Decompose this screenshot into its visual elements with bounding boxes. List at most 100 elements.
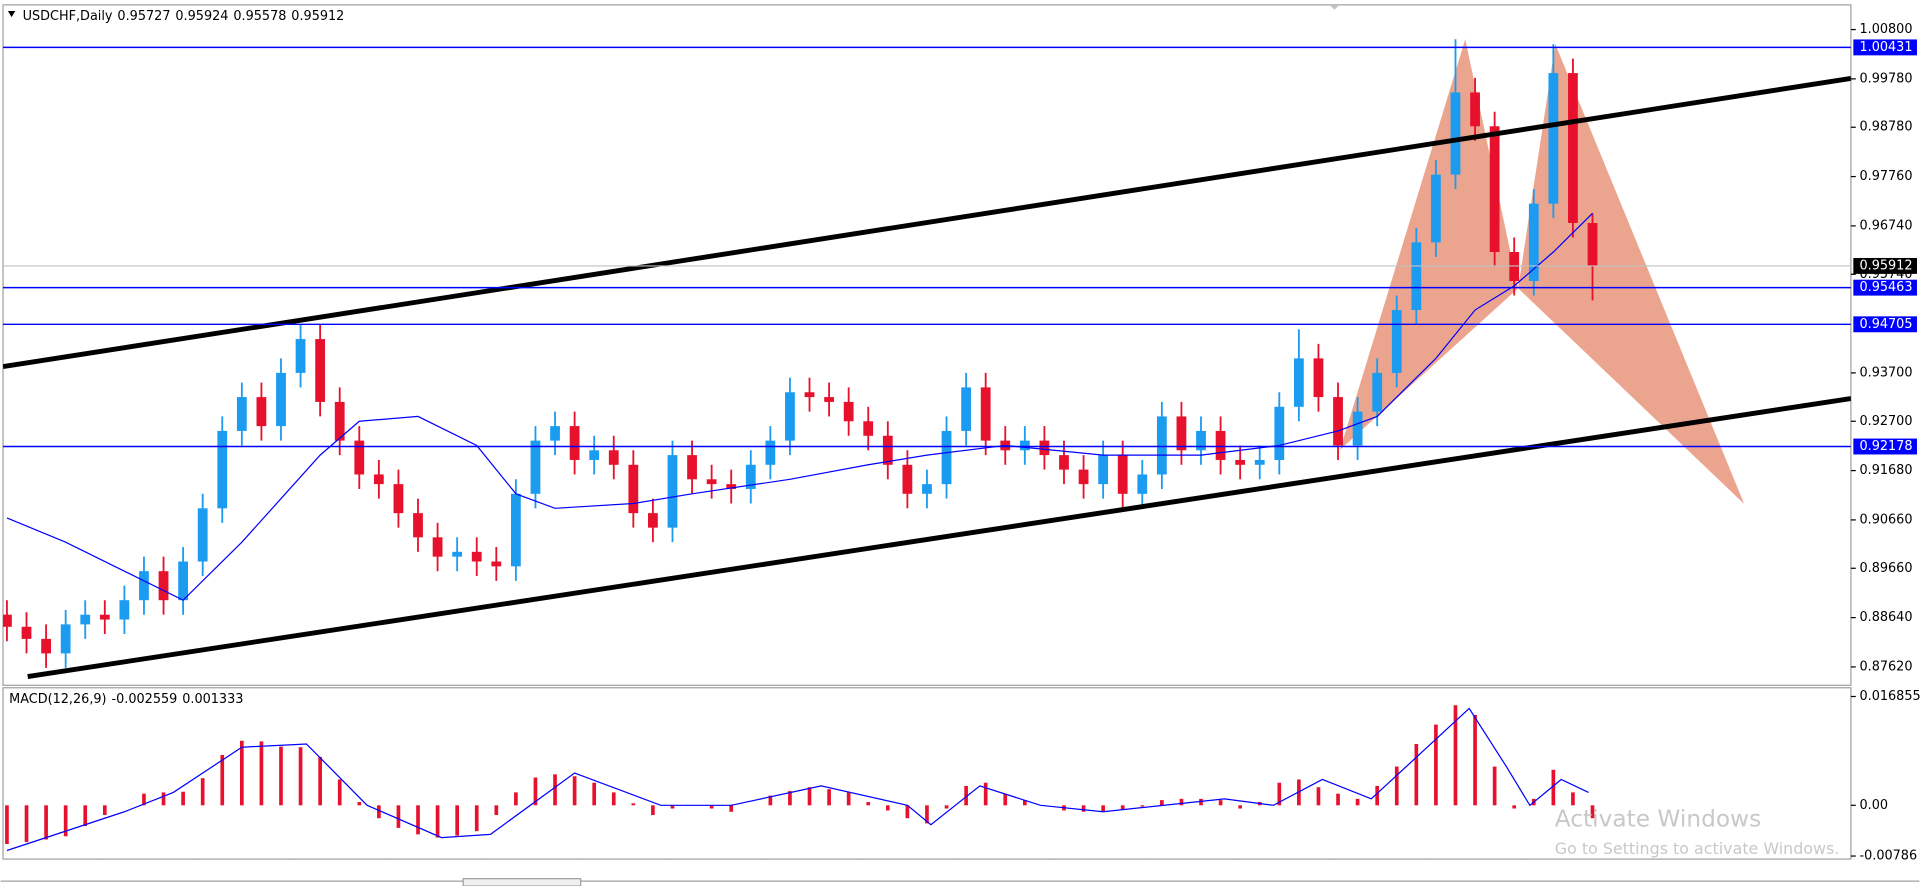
macd-bar (905, 805, 910, 819)
y-tick-label: 0.92700 (1859, 414, 1912, 429)
candle-body (1391, 310, 1402, 373)
last-price-label: 0.95912 (1859, 258, 1912, 273)
plot-area (3, 39, 1851, 680)
candle-body (1215, 430, 1226, 460)
candle-body (256, 397, 267, 427)
candle-body (804, 392, 815, 398)
macd-bar (670, 805, 675, 809)
macd-bar (474, 805, 479, 832)
macd-bar (1453, 705, 1458, 806)
candle-body (3, 614, 12, 627)
macd-bar (142, 793, 146, 806)
panel-title: USDCHF,Daily (23, 8, 113, 23)
candle-body (295, 339, 306, 373)
candle-body (980, 387, 991, 441)
candle-body (119, 600, 130, 620)
candle-body (99, 614, 110, 620)
macd-bar (885, 805, 890, 811)
tab[interactable] (462, 878, 582, 886)
candle-body (843, 401, 854, 422)
panel-header: MACD(12,26,9) -0.002559 0.001333 (9, 691, 243, 706)
macd-bar (533, 777, 538, 806)
candle-body (648, 513, 658, 528)
macd-bar (1316, 787, 1321, 806)
candle-body (1059, 455, 1069, 470)
candle-body (334, 401, 345, 441)
macd-bar (161, 792, 166, 806)
macd-bar (1394, 766, 1399, 806)
macd-bar (983, 782, 988, 806)
candle-body (510, 493, 521, 567)
candle-body (1313, 358, 1324, 398)
macd-bar (925, 805, 929, 824)
macd-bar (807, 787, 812, 806)
candle-body (1019, 440, 1030, 451)
candle-body (491, 561, 502, 567)
y-tick-label: 0.98780 (1859, 120, 1912, 135)
macd-bar (1355, 798, 1360, 806)
macd-bar (1571, 792, 1575, 806)
macd-bar (5, 805, 9, 845)
level-label: 0.94705 (1859, 317, 1912, 332)
macd-bar (102, 805, 107, 815)
candle-body (373, 474, 384, 485)
candle-body (667, 455, 678, 528)
panel-title: MACD(12,26,9) (9, 691, 106, 706)
panel-value: 0.001333 (182, 691, 243, 706)
macd-bar (416, 805, 420, 835)
macd-bar (1101, 805, 1105, 812)
y-tick-label: 0.90660 (1859, 512, 1912, 527)
candle-body (941, 430, 952, 485)
macd-bar (827, 789, 831, 806)
macd-bar (1492, 766, 1497, 806)
candle-body (824, 397, 834, 402)
candle-body (785, 392, 795, 441)
candle-body (902, 464, 913, 494)
candle-body (687, 455, 697, 480)
macd-bar (1551, 769, 1556, 806)
candle-body (726, 484, 737, 489)
y-tick-label: 0.96740 (1859, 218, 1912, 233)
macd-bar (729, 805, 734, 812)
candle-body (1274, 406, 1285, 460)
macd-bar (1336, 793, 1340, 806)
y-tick-label: 1.00800 (1859, 22, 1912, 37)
candle-body (1548, 73, 1559, 204)
level-label-box (1853, 279, 1917, 296)
macd-bar (709, 805, 714, 809)
panel-value: 0.95727 (117, 8, 170, 23)
macd-bar (1512, 805, 1517, 809)
macd-bar (1414, 743, 1419, 806)
candle-body (922, 484, 932, 494)
candle-body (354, 440, 365, 475)
macd-bar (1590, 805, 1595, 819)
macd-bar (259, 741, 264, 806)
candle-body (452, 551, 463, 557)
collapse-icon[interactable] (7, 11, 16, 18)
macd-bar (651, 805, 655, 815)
macd-bar (1277, 782, 1282, 806)
macd-bar (1081, 805, 1086, 812)
y-tick-label: 0.89660 (1859, 561, 1912, 576)
panel-value: 0.95924 (175, 8, 228, 23)
macd-bar (1375, 785, 1380, 806)
candle-body (1411, 242, 1422, 311)
macd-bar (24, 805, 29, 843)
macd-bar (377, 805, 381, 819)
candle-body (1098, 455, 1109, 485)
candle-body (863, 421, 874, 436)
candle-body (745, 464, 756, 489)
level-label: 1.00431 (1859, 40, 1912, 55)
macd-bar (631, 803, 636, 806)
trendline (3, 75, 1851, 370)
level-label-box (1853, 316, 1917, 333)
macd-bar (553, 774, 557, 806)
macd-bar (1160, 800, 1164, 806)
y-tick-label: -0.00786 (1859, 849, 1917, 864)
macd-bar (1022, 800, 1027, 806)
macd-bar (279, 746, 283, 806)
y-tick-label: 0.016855 (1859, 689, 1920, 704)
macd-bar (494, 805, 499, 815)
candle-body (1587, 222, 1598, 267)
